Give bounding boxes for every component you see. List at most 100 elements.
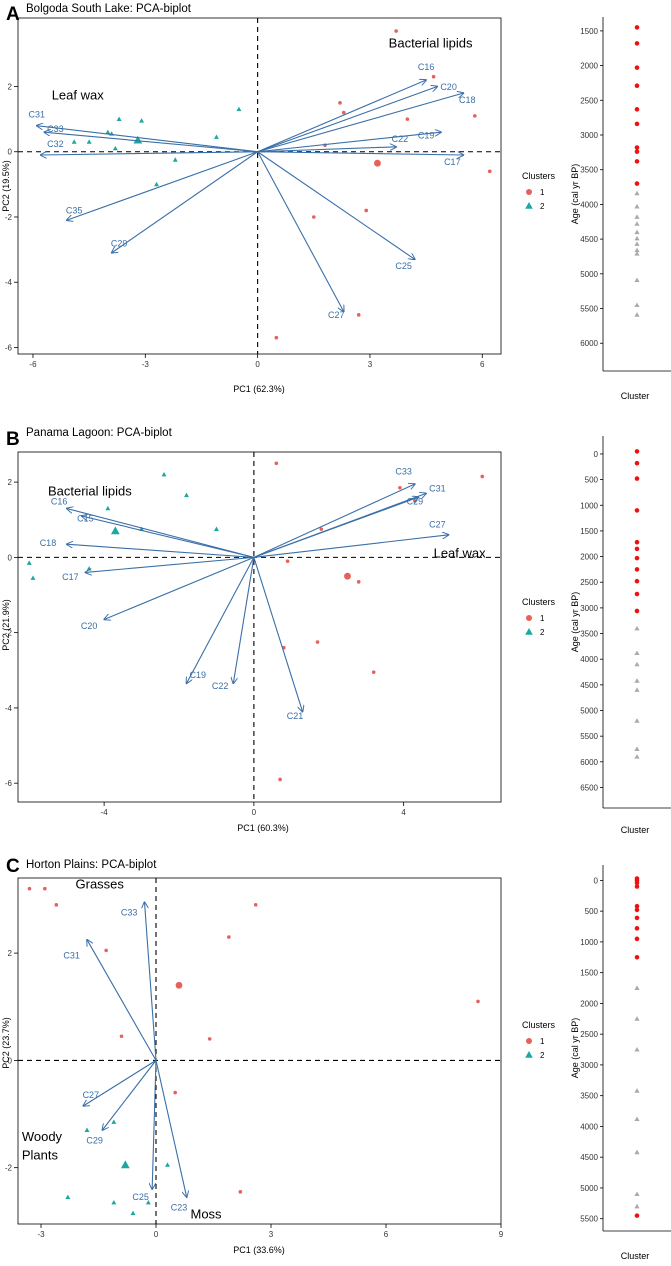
age-marker-cluster-1 — [634, 121, 640, 127]
loading-label-c19: C19 — [189, 670, 206, 680]
age-marker-cluster-1 — [634, 567, 640, 572]
age-marker-cluster-2 — [634, 1203, 640, 1209]
loading-label-c20: C20 — [81, 621, 98, 631]
loading-label-c29: C29 — [86, 1136, 103, 1146]
loading-arrow-c18 — [257, 93, 464, 153]
data-point-cluster-1 — [364, 208, 369, 213]
y-tick-label: -6 — [5, 343, 13, 352]
age-tick-label: 3500 — [580, 166, 598, 175]
age-x-label: Cluster — [621, 825, 650, 835]
y-tick-label: -6 — [5, 779, 13, 788]
y-tick-label: -2 — [5, 1164, 13, 1173]
data-point-cluster-2 — [130, 1210, 136, 1216]
data-point-cluster-1 — [227, 935, 231, 939]
age-marker-cluster-1 — [634, 476, 640, 481]
loading-label-c20: C20 — [440, 82, 457, 92]
age-marker-cluster-2 — [634, 251, 640, 256]
data-point-cluster-2 — [165, 1162, 170, 1167]
loading-label-c27: C27 — [429, 519, 446, 529]
data-point-cluster-1 — [285, 559, 290, 563]
age-marker-cluster-2 — [634, 985, 640, 990]
centroid-cluster-2 — [110, 526, 120, 535]
data-point-cluster-2 — [105, 129, 111, 134]
age-marker-cluster-1 — [634, 41, 640, 46]
data-point-cluster-2 — [213, 134, 219, 139]
age-marker-cluster-1 — [634, 903, 640, 909]
legend-title: Clusters — [522, 1020, 556, 1030]
loading-arrow-c25 — [152, 1060, 157, 1189]
age-marker-cluster-1 — [634, 449, 640, 454]
data-point-cluster-2 — [184, 492, 189, 498]
loading-arrow-c23 — [155, 1060, 187, 1197]
age-marker-cluster-2 — [634, 746, 640, 751]
age-marker-cluster-2 — [634, 203, 640, 209]
age-marker-cluster-1 — [634, 608, 640, 614]
loading-label-c33: C33 — [121, 908, 138, 918]
age-marker-cluster-1 — [634, 578, 640, 584]
age-tick-label: 5500 — [580, 732, 598, 741]
data-point-cluster-2 — [71, 139, 77, 144]
group-annotation: Grasses — [76, 877, 125, 892]
panel-letter: C — [6, 856, 20, 877]
panel-b: B Panama Lagoon: PCA-biplot -4 0 4 -6 -4 -2 0 2 PC… — [1, 427, 671, 835]
age-tick-label: 4000 — [580, 1122, 598, 1131]
age-marker-cluster-1 — [634, 907, 640, 913]
age-tick-label: 0 — [594, 876, 599, 885]
age-marker-cluster-2 — [634, 247, 640, 253]
age-tick-label: 3000 — [580, 1061, 598, 1070]
loading-arrow-c21 — [253, 557, 303, 711]
age-marker-cluster-1 — [634, 145, 640, 150]
loading-label-c17: C17 — [444, 157, 461, 167]
loading-label-c22: C22 — [212, 681, 229, 691]
y-axis-label: PC2 (23.7%) — [1, 1017, 11, 1069]
age-tick-label: 2000 — [580, 999, 598, 1008]
age-marker-cluster-1 — [634, 25, 640, 30]
data-point-cluster-1 — [487, 169, 492, 174]
y-tick-label: -2 — [5, 213, 13, 222]
age-marker-cluster-2 — [634, 661, 640, 667]
age-marker-cluster-2 — [634, 229, 640, 235]
data-point-cluster-2 — [236, 106, 242, 112]
data-point-cluster-1 — [319, 527, 324, 531]
y-axis-label: PC2 (21.9%) — [1, 599, 11, 651]
age-marker-cluster-1 — [634, 936, 640, 942]
age-marker-cluster-1 — [634, 539, 640, 545]
loading-arrow-c29 — [253, 497, 419, 558]
age-marker-cluster-1 — [634, 546, 640, 552]
legend-title: Clusters — [522, 597, 556, 607]
age-marker-cluster-2 — [634, 235, 640, 241]
data-point-cluster-1 — [371, 670, 376, 674]
legend-title: Clusters — [522, 171, 556, 181]
x-tick-label: -6 — [29, 360, 37, 369]
legend-key-cluster-2 — [525, 1051, 533, 1058]
centroid-cluster-1 — [344, 572, 351, 580]
legend-key-cluster-2 — [525, 628, 533, 635]
age-marker-cluster-1 — [634, 149, 640, 154]
data-point-cluster-2 — [172, 157, 178, 162]
data-point-cluster-2 — [116, 116, 122, 121]
loading-label-c31: C31 — [429, 484, 446, 494]
age-marker-cluster-1 — [634, 926, 640, 931]
data-point-cluster-2 — [145, 1199, 151, 1205]
loading-arrow-c29 — [112, 151, 258, 253]
panel-title: Bolgoda South Lake: PCA-biplot — [26, 3, 192, 15]
age-tick-label: 6000 — [580, 758, 598, 767]
data-point-cluster-1 — [356, 313, 361, 317]
plot-frame — [17, 17, 502, 355]
age-tick-label: 2500 — [580, 1030, 598, 1039]
age-tick-label: 0 — [594, 450, 599, 459]
age-marker-cluster-1 — [634, 954, 640, 960]
loading-label-c16: C16 — [51, 497, 68, 507]
legend-key-cluster-1 — [526, 615, 532, 621]
loading-arrow-c27 — [83, 1059, 157, 1106]
data-point-cluster-1 — [278, 777, 282, 782]
age-tick-label: 4000 — [580, 200, 598, 209]
panel-a: A Bolgoda South Lake: PCA-biplot -6 -3 0 3 6 -6… — [1, 3, 671, 401]
age-tick-label: 1000 — [580, 501, 598, 510]
data-point-cluster-1 — [27, 886, 32, 891]
group-annotation: Leaf wax — [434, 545, 487, 560]
loading-arrow-c19 — [186, 557, 255, 683]
loading-label-c17: C17 — [62, 572, 79, 582]
loading-arrow-c17 — [85, 556, 254, 572]
